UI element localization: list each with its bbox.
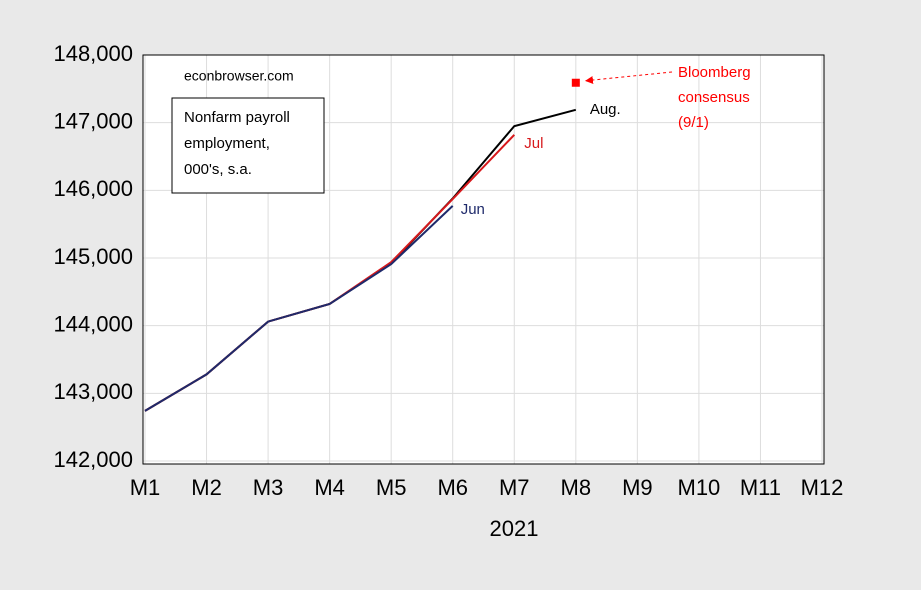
y-tick-label: 146,000 [53,176,133,201]
series-label: Jun [461,201,485,218]
x-tick-label: M8 [561,475,592,500]
source-note: econbrowser.com [184,68,294,84]
series-label: Aug. [590,101,621,118]
box-text: Nonfarm payroll [184,109,290,126]
x-tick-label: M1 [130,475,161,500]
x-tick-label: M4 [314,475,345,500]
y-tick-label: 147,000 [53,108,133,133]
annotation-arrow [585,71,673,84]
y-tick-label: 143,000 [53,379,133,404]
consensus-marker [571,78,580,87]
x-tick-label: M5 [376,475,407,500]
box-text: 000's, s.a. [184,161,252,178]
series-line [144,205,454,412]
x-tick-label: M3 [253,475,284,500]
x-tick-label: M12 [801,475,844,500]
x-tick-label: M10 [678,475,721,500]
plot-frame [142,54,825,465]
series-label: Jul [524,135,543,152]
x-tick-label: M11 [740,475,781,500]
x-tick-label: M9 [622,475,653,500]
x-axis-label: 2021 [490,516,539,541]
y-tick-label: 148,000 [53,41,133,66]
y-tick-label: 145,000 [53,244,133,269]
legend-box [171,97,325,194]
box-text: employment, [184,135,270,152]
x-tick-label: M2 [191,475,222,500]
series-label: Bloomberg consensus (9/1) [678,64,755,131]
x-tick-label: M6 [437,475,468,500]
y-tick-label: 142,000 [53,447,133,472]
y-tick-label: 144,000 [53,311,133,336]
x-tick-label: M7 [499,475,530,500]
